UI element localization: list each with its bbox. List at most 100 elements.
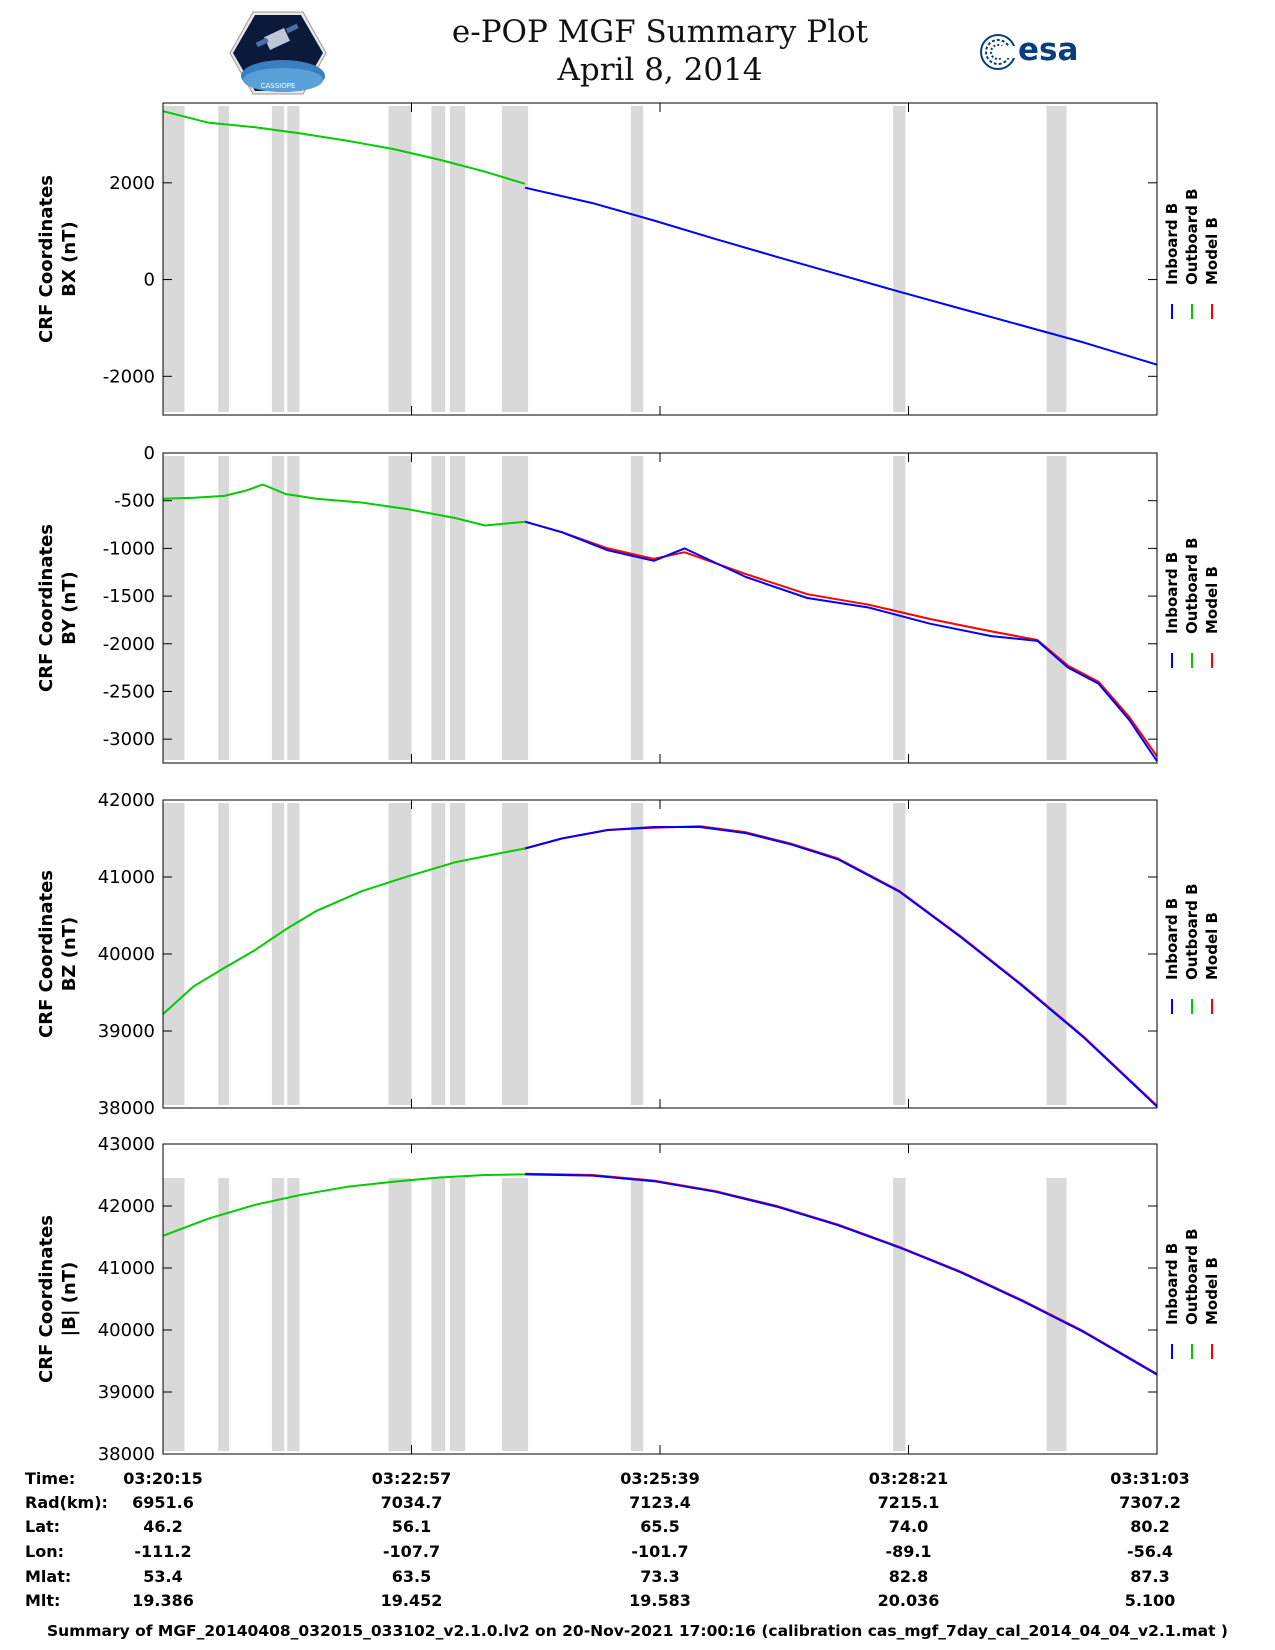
axes-frame (162, 452, 1158, 764)
data-gap-band (893, 106, 906, 412)
legend-label: Inboard B (1163, 898, 1181, 980)
orbit-value: 74.0 (889, 1517, 928, 1536)
data-gap-band (431, 1178, 446, 1451)
series-line-inboard-b (524, 520, 1158, 762)
data-gap-band (163, 456, 185, 760)
data-gap-band (502, 803, 529, 1105)
y-tick-label: 2000 (109, 173, 155, 194)
orbit-value: 20.036 (878, 1591, 940, 1610)
axes-frame (162, 799, 1158, 1109)
axes-frame (162, 102, 1158, 416)
y-axis-label: CRF Coordinates (36, 1215, 57, 1383)
logo-text: CASSIOPE (261, 82, 296, 90)
data-gap-band (287, 803, 300, 1105)
series-line-outboard-b (162, 110, 526, 185)
y-tick-label: 38000 (98, 1444, 155, 1465)
orbit-row-label: Lon: (25, 1542, 64, 1561)
legend-label: Model B (1203, 217, 1221, 285)
data-gap-band (502, 456, 529, 760)
legend-label: Model B (1203, 1257, 1221, 1325)
series-line-inboard-b (524, 186, 1158, 366)
y-tick-label: -1500 (103, 586, 155, 607)
legend-label: Model B (1203, 566, 1221, 634)
y-axis-label: CRF Coordinates (36, 524, 57, 692)
orbit-value: 7307.2 (1119, 1493, 1181, 1512)
data-gap-band (218, 106, 229, 412)
orbit-value: 65.5 (640, 1517, 679, 1536)
data-gap-band (218, 456, 229, 760)
data-gap-band (271, 106, 285, 412)
data-gap-band (287, 456, 300, 760)
y-tick-label: 39000 (98, 1021, 155, 1042)
series-line-inboard-b (524, 1173, 1158, 1376)
y-tick-label: 40000 (98, 944, 155, 965)
orbit-value: 56.1 (392, 1517, 431, 1536)
legend-label: Outboard B (1183, 883, 1201, 980)
orbit-value: 73.3 (640, 1567, 679, 1586)
data-gap-band (449, 456, 466, 760)
footer-caption: Summary of MGF_20140408_032015_033102_v2… (47, 1622, 1228, 1640)
data-gap-band (431, 803, 446, 1105)
y-tick-label: 42000 (98, 790, 155, 811)
data-gap-band (893, 803, 906, 1105)
data-gap-band (163, 1178, 185, 1451)
orbit-value: -89.1 (885, 1542, 931, 1561)
y-axis-label: CRF Coordinates (36, 175, 57, 343)
legend-label: Inboard B (1163, 203, 1181, 285)
data-gap-band (388, 803, 412, 1105)
y-tick-label: 40000 (98, 1320, 155, 1341)
legend-label: Outboard B (1183, 188, 1201, 285)
data-gap-band (431, 106, 446, 412)
y-tick-label: 38000 (98, 1098, 155, 1119)
data-gap-band (388, 1178, 412, 1451)
data-gap-band (287, 1178, 300, 1451)
data-gap-band (1046, 106, 1067, 412)
data-gap-band (630, 106, 644, 412)
y-tick-label: 41000 (98, 867, 155, 888)
y-tick-label: -2000 (103, 366, 155, 387)
x-tick-label-time: 03:20:15 (123, 1469, 203, 1488)
cassiope-logo: CASSIOPE (228, 10, 328, 96)
legend-label: Inboard B (1163, 1243, 1181, 1325)
orbit-value: 7123.4 (629, 1493, 691, 1512)
data-gap-band (449, 803, 466, 1105)
orbit-value: 7215.1 (878, 1493, 940, 1512)
orbit-value: 19.452 (381, 1591, 443, 1610)
y-tick-label: 42000 (98, 1196, 155, 1217)
orbit-row-label: Mlt: (25, 1591, 60, 1610)
series-line-model-b (524, 520, 1158, 757)
orbit-value: 87.3 (1130, 1567, 1169, 1586)
esa-logo: esa (978, 30, 1088, 76)
y-tick-label: -2500 (103, 681, 155, 702)
esa-text: esa (1018, 32, 1079, 68)
data-gap-band (630, 1178, 644, 1451)
orbit-value: 5.100 (1125, 1591, 1176, 1610)
y-tick-label: 0 (144, 270, 155, 291)
data-gap-band (502, 1178, 529, 1451)
data-gap-band (1046, 456, 1067, 760)
orbit-value: 53.4 (143, 1567, 182, 1586)
data-gap-band (388, 456, 412, 760)
y-tick-label: 0 (144, 443, 155, 464)
chart-title: e-POP MGF Summary Plot (451, 14, 869, 50)
data-gap-band (218, 1178, 229, 1451)
orbit-value: 80.2 (1130, 1517, 1169, 1536)
y-tick-label: -500 (114, 491, 155, 512)
series-line-outboard-b (162, 847, 526, 1015)
y-tick-label: 43000 (98, 1134, 155, 1155)
data-gap-band (163, 803, 185, 1105)
data-gap-band (1046, 803, 1067, 1105)
series-line-outboard-b (162, 1173, 526, 1237)
data-gap-band (502, 106, 529, 412)
chart-subtitle: April 8, 2014 (557, 52, 763, 88)
data-gap-band (271, 803, 285, 1105)
data-gap-band (287, 106, 300, 412)
x-tick-label-time: 03:25:39 (620, 1469, 700, 1488)
data-gap-band (218, 803, 229, 1105)
data-gap-band (893, 456, 906, 760)
legend-label: Outboard B (1183, 1228, 1201, 1325)
orbit-row-label: Lat: (25, 1517, 60, 1536)
y-axis-unit-label: |B| (nT) (59, 1262, 80, 1337)
y-axis-unit-label: BZ (nT) (59, 917, 80, 992)
legend-label: Model B (1203, 912, 1221, 980)
